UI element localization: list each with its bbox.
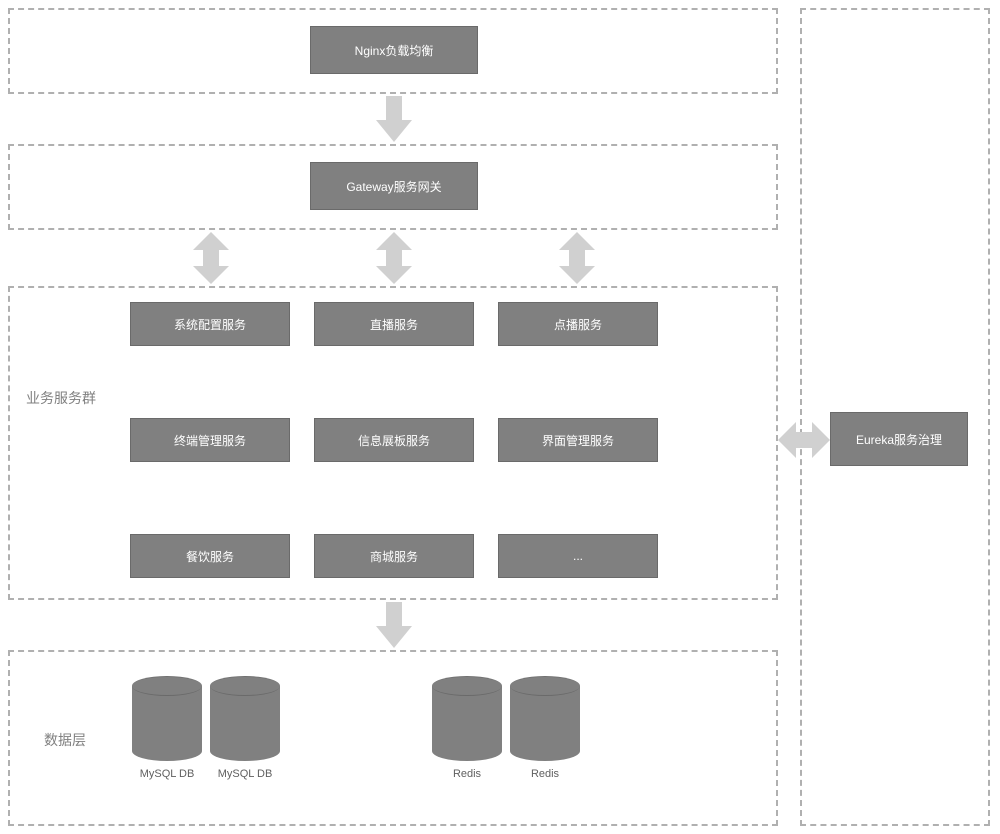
service-box-r1c1: 系统配置服务 xyxy=(130,302,290,346)
arrow-bidir-center xyxy=(376,232,412,284)
eureka-label: Eureka服务治理 xyxy=(856,431,942,448)
db-label-2: MySQL DB xyxy=(210,768,280,780)
service-label: 终端管理服务 xyxy=(174,432,246,449)
service-label: 商城服务 xyxy=(370,548,418,565)
service-box-r1c3: 点播服务 xyxy=(498,302,658,346)
db-label-4: Redis xyxy=(510,768,580,780)
service-label: ... xyxy=(573,549,583,563)
data-container xyxy=(8,650,778,826)
service-box-r2c1: 终端管理服务 xyxy=(130,418,290,462)
data-title: 数据层 xyxy=(44,730,86,750)
nginx-box: Nginx负载均衡 xyxy=(310,26,478,74)
gateway-label: Gateway服务网关 xyxy=(346,178,441,195)
nginx-label: Nginx负载均衡 xyxy=(355,42,434,59)
arrow-bidir-left xyxy=(193,232,229,284)
arrow-down-1 xyxy=(376,96,412,142)
service-box-r2c2: 信息展板服务 xyxy=(314,418,474,462)
db-label-3: Redis xyxy=(432,768,502,780)
db-cylinder-1 xyxy=(132,676,202,761)
service-label: 系统配置服务 xyxy=(174,316,246,333)
service-box-r1c2: 直播服务 xyxy=(314,302,474,346)
service-box-r3c2: 商城服务 xyxy=(314,534,474,578)
gateway-box: Gateway服务网关 xyxy=(310,162,478,210)
db-cylinder-2 xyxy=(210,676,280,761)
db-cylinder-4 xyxy=(510,676,580,761)
service-label: 信息展板服务 xyxy=(358,432,430,449)
service-box-r3c1: 餐饮服务 xyxy=(130,534,290,578)
eureka-box: Eureka服务治理 xyxy=(830,412,968,466)
service-label: 直播服务 xyxy=(370,316,418,333)
service-label: 界面管理服务 xyxy=(542,432,614,449)
services-title: 业务服务群 xyxy=(26,388,96,408)
service-label: 餐饮服务 xyxy=(186,548,234,565)
arrow-down-2 xyxy=(376,602,412,648)
db-cylinder-3 xyxy=(432,676,502,761)
arrow-bidir-eureka xyxy=(778,422,830,458)
service-box-r2c3: 界面管理服务 xyxy=(498,418,658,462)
service-box-r3c3: ... xyxy=(498,534,658,578)
arrow-bidir-right xyxy=(559,232,595,284)
service-label: 点播服务 xyxy=(554,316,602,333)
db-label-1: MySQL DB xyxy=(132,768,202,780)
